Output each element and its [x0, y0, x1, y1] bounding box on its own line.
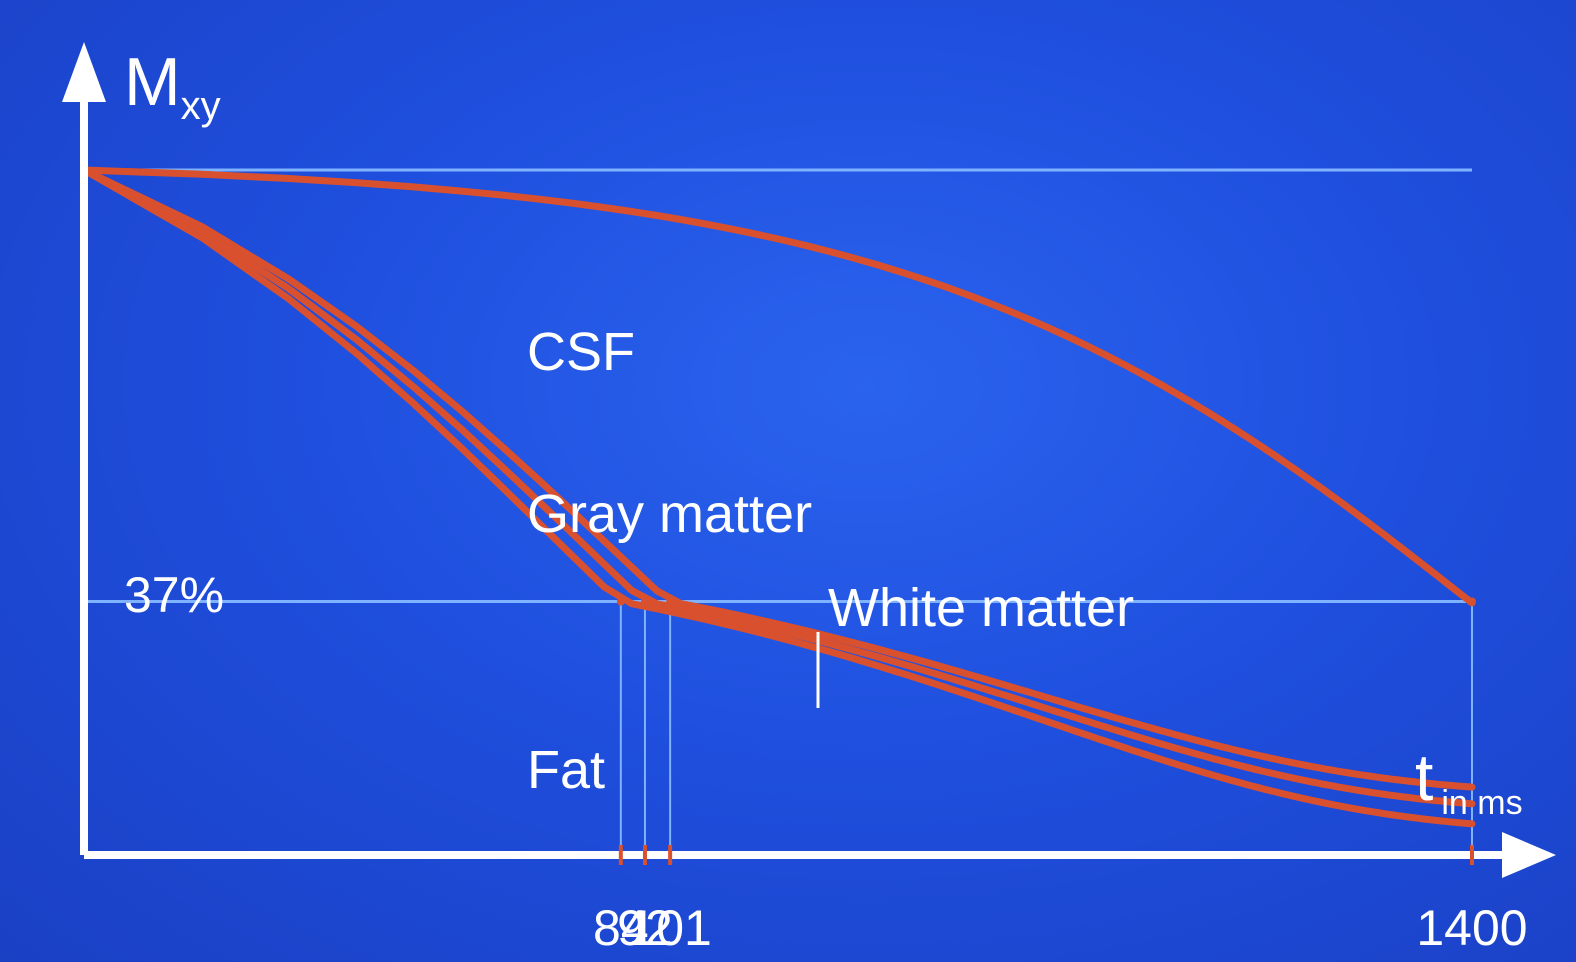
x-axis-label-main: t [1415, 740, 1433, 814]
x-tick-label-3: 1400 [1416, 900, 1527, 956]
x-axis-label-sub: in ms [1441, 784, 1522, 822]
series-line-white-matter [80, 166, 1476, 808]
series-label-gray-matter: Gray matter [527, 484, 812, 544]
x-axis-arrow [1502, 832, 1556, 878]
series-line-fat [80, 166, 1476, 828]
series-line-gray-matter [80, 166, 1476, 791]
axes [62, 42, 1556, 878]
y-axis-label-main: M [124, 44, 181, 120]
labels: Mxy t in ms 37% CSF Gray matter White mat… [124, 44, 1523, 822]
y-axis-label-sub: xy [181, 84, 221, 128]
decay-curves [80, 166, 1476, 828]
y-axis-label: Mxy [124, 44, 221, 128]
threshold-label: 37% [124, 567, 224, 623]
series-label-csf: CSF [527, 322, 635, 382]
y-axis-arrow [62, 42, 106, 102]
x-tick-label-1: 92 [617, 900, 673, 956]
series-line-csf [80, 166, 1476, 607]
x-tick-label-2: 101 [628, 900, 711, 956]
series-label-white-matter: White matter [828, 578, 1134, 638]
x-axis-label: t in ms [1415, 740, 1523, 822]
x-tick-label-0: 84 [593, 900, 649, 956]
series-label-fat: Fat [527, 740, 605, 800]
